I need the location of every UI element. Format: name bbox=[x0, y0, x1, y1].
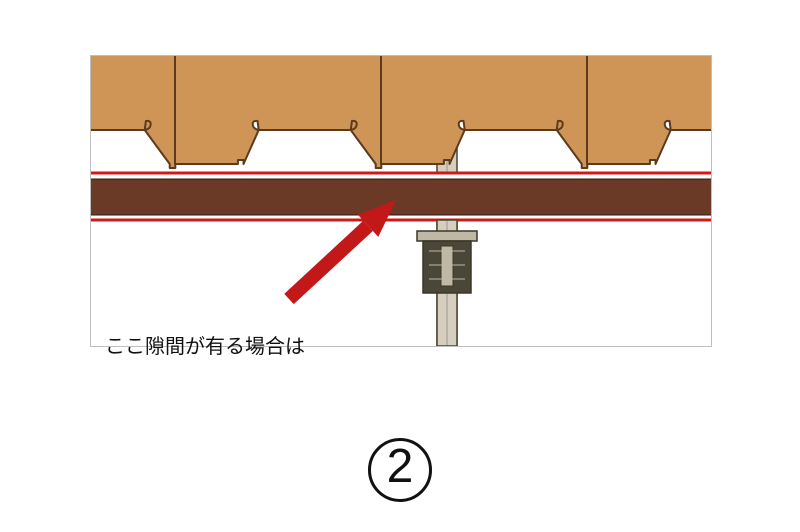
gap-annotation-text: ここ隙間が有る場合は bbox=[105, 330, 305, 359]
arrow-shaft bbox=[284, 221, 373, 304]
tile-row bbox=[91, 56, 711, 168]
support-beam bbox=[91, 179, 711, 215]
diagram-canvas: ここ隙間が有る場合は 2 bbox=[0, 0, 800, 532]
diagram-frame bbox=[90, 55, 712, 347]
figure-number-badge: 2 bbox=[368, 438, 432, 502]
bracket bbox=[417, 231, 477, 293]
diagram-svg bbox=[91, 56, 711, 346]
